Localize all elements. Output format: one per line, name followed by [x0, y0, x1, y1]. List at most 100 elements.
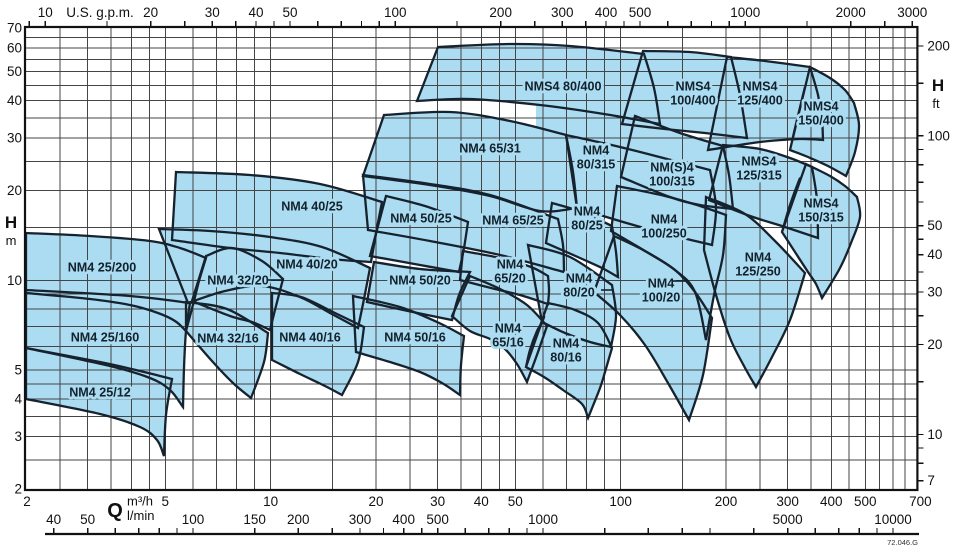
svg-text:NM4: NM4	[495, 322, 522, 336]
svg-text:1000: 1000	[730, 5, 760, 20]
svg-text:NM4: NM4	[745, 251, 772, 265]
svg-text:20: 20	[927, 337, 942, 352]
svg-text:NM4 40/16: NM4 40/16	[279, 331, 341, 345]
svg-text:2: 2	[14, 482, 22, 497]
svg-text:NM4 65/31: NM4 65/31	[459, 142, 521, 156]
svg-text:150/315: 150/315	[798, 211, 844, 225]
svg-text:50: 50	[282, 5, 297, 20]
svg-text:200: 200	[715, 494, 738, 509]
svg-text:5: 5	[162, 494, 170, 509]
svg-text:3: 3	[14, 429, 22, 444]
svg-text:ft: ft	[932, 96, 940, 111]
svg-text:125/400: 125/400	[737, 94, 783, 108]
svg-text:4: 4	[14, 392, 22, 407]
svg-text:150: 150	[243, 512, 266, 527]
svg-text:80/25: 80/25	[571, 219, 603, 233]
svg-text:300: 300	[776, 494, 799, 509]
svg-text:30: 30	[7, 130, 22, 145]
svg-text:10000: 10000	[874, 512, 912, 527]
svg-text:65/20: 65/20	[494, 272, 526, 286]
svg-text:200: 200	[287, 512, 310, 527]
svg-text:NM4 65/25: NM4 65/25	[482, 214, 544, 228]
svg-text:500: 500	[629, 5, 652, 20]
svg-text:80/16: 80/16	[550, 351, 582, 365]
svg-text:40: 40	[248, 5, 263, 20]
svg-text:500: 500	[426, 512, 449, 527]
svg-text:125/315: 125/315	[736, 169, 782, 183]
svg-text:NM4: NM4	[497, 258, 524, 272]
svg-text:100: 100	[927, 128, 950, 143]
svg-text:65/16: 65/16	[492, 336, 524, 350]
svg-text:NM4 50/16: NM4 50/16	[384, 331, 446, 345]
svg-text:125/250: 125/250	[735, 265, 781, 279]
svg-text:m³/h: m³/h	[127, 494, 153, 509]
svg-text:NM4: NM4	[651, 213, 678, 227]
svg-text:60: 60	[7, 41, 22, 56]
svg-text:NM4 25/160: NM4 25/160	[71, 331, 140, 345]
svg-text:40: 40	[7, 93, 22, 108]
svg-text:200: 200	[927, 38, 950, 53]
svg-text:2000: 2000	[836, 5, 866, 20]
svg-text:400: 400	[392, 512, 415, 527]
svg-text:NM4: NM4	[648, 277, 675, 291]
svg-text:U.S. g.p.m.: U.S. g.p.m.	[66, 5, 134, 20]
svg-text:H: H	[5, 213, 17, 232]
svg-text:20: 20	[143, 5, 158, 20]
svg-text:10: 10	[263, 494, 278, 509]
svg-text:2: 2	[23, 494, 31, 509]
svg-text:NM4 50/20: NM4 50/20	[389, 274, 451, 288]
svg-text:NMS4: NMS4	[742, 155, 777, 169]
svg-text:300: 300	[551, 5, 574, 20]
svg-text:m: m	[6, 233, 17, 248]
svg-text:72.046.G: 72.046.G	[887, 538, 918, 547]
svg-text:30: 30	[927, 284, 942, 299]
svg-text:NM4 40/20: NM4 40/20	[276, 258, 338, 272]
svg-text:10: 10	[7, 273, 22, 288]
svg-text:50: 50	[7, 64, 22, 79]
svg-text:50: 50	[927, 218, 942, 233]
svg-text:300: 300	[349, 512, 372, 527]
svg-text:80/315: 80/315	[577, 158, 616, 172]
svg-text:80/20: 80/20	[563, 286, 595, 300]
svg-text:20: 20	[368, 494, 383, 509]
svg-text:Q: Q	[107, 500, 123, 522]
svg-text:50: 50	[80, 512, 95, 527]
svg-text:H: H	[932, 76, 944, 95]
svg-text:100: 100	[609, 494, 632, 509]
svg-text:150/400: 150/400	[798, 114, 844, 128]
svg-text:NMS4 80/400: NMS4 80/400	[524, 80, 601, 94]
svg-text:700: 700	[909, 494, 932, 509]
svg-text:10: 10	[38, 5, 53, 20]
svg-text:NMS4: NMS4	[804, 197, 839, 211]
svg-text:100: 100	[384, 5, 407, 20]
svg-text:20: 20	[7, 183, 22, 198]
svg-text:200: 200	[489, 5, 512, 20]
svg-text:400: 400	[595, 5, 618, 20]
svg-text:NMS4: NMS4	[743, 80, 778, 94]
svg-text:40: 40	[46, 512, 61, 527]
svg-text:NMS4: NMS4	[804, 100, 839, 114]
svg-text:1000: 1000	[528, 512, 558, 527]
svg-text:NM(S)4: NM(S)4	[650, 161, 693, 175]
svg-text:10: 10	[927, 427, 942, 442]
svg-text:NMS4: NMS4	[676, 80, 711, 94]
svg-text:5: 5	[14, 363, 22, 378]
svg-text:100/400: 100/400	[670, 94, 716, 108]
svg-text:NM4 25/12: NM4 25/12	[69, 386, 131, 400]
svg-text:l/min: l/min	[127, 508, 154, 523]
svg-text:NM4: NM4	[553, 337, 580, 351]
svg-text:5000: 5000	[773, 512, 803, 527]
svg-text:100/250: 100/250	[641, 227, 687, 241]
svg-text:NM4: NM4	[583, 144, 610, 158]
svg-text:30: 30	[205, 5, 220, 20]
svg-text:7: 7	[927, 473, 935, 488]
svg-text:40: 40	[927, 247, 942, 262]
svg-text:NM4 32/20: NM4 32/20	[207, 274, 269, 288]
svg-text:70: 70	[7, 21, 22, 36]
svg-text:NM4 40/25: NM4 40/25	[281, 200, 343, 214]
svg-text:NM4 50/25: NM4 50/25	[390, 212, 452, 226]
svg-text:30: 30	[430, 494, 445, 509]
svg-text:NM4 25/200: NM4 25/200	[68, 261, 137, 275]
svg-text:100/315: 100/315	[649, 175, 695, 189]
svg-text:100/20: 100/20	[642, 291, 681, 305]
